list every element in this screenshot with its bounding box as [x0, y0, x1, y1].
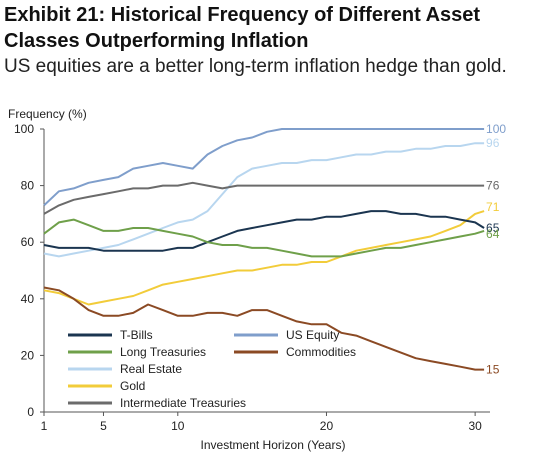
series-line-gold [43, 210, 485, 306]
chart-title: Exhibit 21: Historical Frequency of Diff… [4, 4, 481, 52]
series-line-t-bills [43, 210, 485, 252]
y-tick-label: 60 [21, 235, 35, 249]
end-label-real-estate: 96 [486, 136, 500, 150]
end-label-commodities: 15 [486, 363, 500, 377]
legend-label-gold: Gold [120, 379, 145, 393]
y-tick-label: 100 [14, 122, 34, 136]
legend-label-intermediate-treasuries: Intermediate Treasuries [120, 396, 246, 410]
legend-label-commodities: Commodities [286, 345, 356, 359]
x-tick-label: 1 [41, 419, 48, 433]
series-line-commodities [43, 286, 485, 371]
y-tick-label: 80 [21, 179, 35, 193]
end-label-t-bills: 65 [486, 221, 500, 235]
y-tick-label: 20 [21, 348, 35, 362]
y-tick-label: 0 [27, 405, 34, 419]
end-label-gold: 71 [486, 200, 500, 214]
x-tick-label: 5 [100, 419, 107, 433]
x-tick-label: 20 [320, 419, 334, 433]
x-tick-label: 30 [468, 419, 482, 433]
legend-label-real-estate: Real Estate [120, 362, 182, 376]
series-line-long-treasuries [43, 218, 485, 258]
legend-label-t-bills: T-Bills [120, 328, 153, 342]
y-tick-label: 40 [21, 292, 35, 306]
series-line-real-estate [43, 142, 485, 258]
x-tick-label: 10 [171, 419, 185, 433]
y-axis-label: Frequency (%) [8, 107, 87, 121]
end-label-long-treasuries: 64 [486, 227, 500, 241]
legend-label-long-treasuries: Long Treasuries [120, 345, 206, 359]
series-line-intermediate-treasuries [43, 181, 485, 215]
end-label-us-equity: 100 [486, 122, 506, 136]
series-line-us-equity [43, 128, 485, 207]
end-label-intermediate-treasuries: 76 [486, 179, 500, 193]
x-axis-label: Investment Horizon (Years) [201, 438, 346, 452]
chart-subtitle: US equities are a better long-term infla… [4, 56, 507, 77]
legend-label-us-equity: US Equity [286, 328, 339, 342]
